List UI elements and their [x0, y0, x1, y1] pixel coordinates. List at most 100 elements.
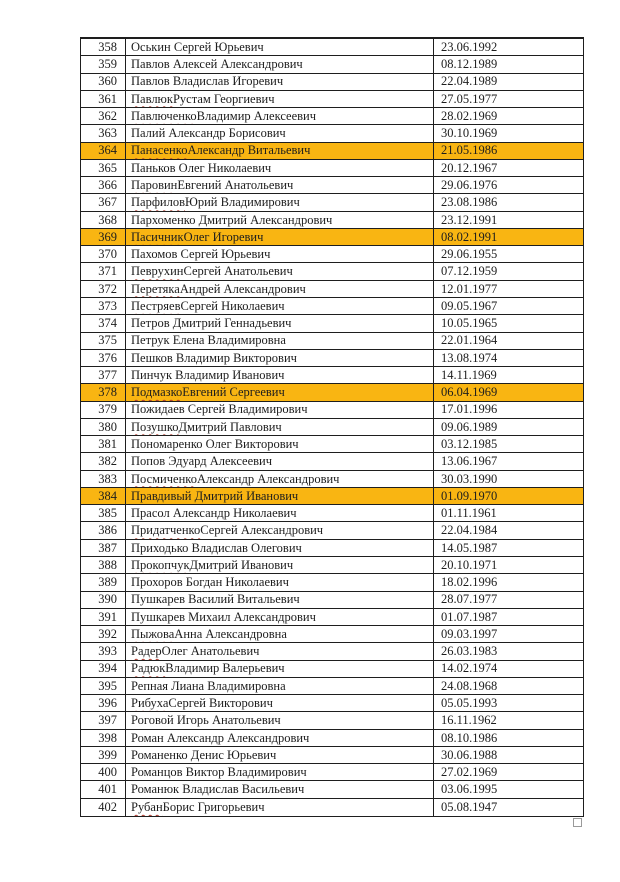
row-birth-date: 03.12.1985 [441, 436, 498, 451]
row-number: 360 [81, 73, 126, 90]
row-birth-date: 14.11.1969 [441, 367, 497, 382]
row-number: 371 [81, 263, 126, 280]
row-full-name: Романюк Владислав Васильевич [126, 781, 434, 798]
row-birth-date: 13.06.1967 [441, 454, 498, 469]
personnel-table: 358 Оськин Сергей Юрьевич 23.06.1992 359 Пав… [80, 37, 584, 817]
row-number: 388 [81, 556, 126, 574]
table-row: 402 Рубан Борис Григорьевич 05.08.1947 [81, 798, 583, 816]
table-row: 359 Павлов Алексей Александрович 08.12.198… [81, 56, 583, 74]
row-number: 369 [81, 228, 126, 246]
row-full-name: Паньков Олег Николаевич [126, 159, 434, 177]
row-number: 393 [81, 643, 126, 660]
table-row: 395 Репная Лиана Владимировна 24.08.1968 [81, 677, 583, 696]
misspelled-surname: Радер [131, 644, 162, 659]
row-full-name: Пестряев Сергей Николаевич [126, 297, 434, 315]
row-number: 364 [81, 142, 126, 159]
table-row: 389 Прохоров Богдан Николаевич 18.02.1996 [81, 574, 583, 592]
row-full-name: Роговой Игорь Анатольевич [126, 712, 434, 729]
row-birth-date: 01.11.1961 [441, 506, 497, 521]
row-birth-date: 30.06.1988 [441, 747, 498, 762]
table-row: 375 Петрук Елена Владимировна 22.01.1964 [81, 332, 583, 350]
row-birth-date: 10.05.1965 [441, 316, 498, 331]
row-number: 359 [81, 56, 126, 73]
row-birth-date: 01.09.1970 [434, 487, 583, 505]
row-birth-date: 22.01.1964 [441, 333, 498, 348]
table-row: 379 Пожидаев Сергей Владимирович 17.01.199… [81, 401, 583, 419]
row-birth-date: 23.12.1991 [441, 212, 498, 227]
misspelled-surname: Парфилов [131, 195, 186, 210]
row-birth-date: 09.05.1967 [441, 298, 498, 313]
row-birth-date: 05.05.1993 [441, 695, 498, 710]
misspelled-surname: Паровин [131, 178, 178, 192]
row-birth-date: 30.03.1990 [441, 471, 498, 486]
row-full-name: Пушкарев Михаил Александрович [126, 608, 434, 626]
row-number: 358 [81, 39, 126, 56]
row-full-name: Пасичник Олег Игоревич [126, 228, 434, 246]
misspelled-surname: Подмазко [131, 385, 183, 400]
row-number: 396 [81, 695, 126, 712]
table-row: 383 Посмиченко Александр Александрович 30.… [81, 470, 583, 488]
row-full-name: Пожидаев Сергей Владимирович [126, 401, 434, 418]
row-number: 382 [81, 453, 126, 470]
row-full-name: Прасол Александр Николаевич [126, 505, 434, 522]
table-row: 373 Пестряев Сергей Николаевич 09.05.1967 [81, 297, 583, 316]
row-full-name: Павлов Алексей Александрович [126, 56, 434, 73]
row-birth-date: 23.06.1992 [441, 39, 498, 54]
row-number: 384 [81, 487, 126, 505]
row-number: 394 [81, 660, 126, 677]
row-number: 367 [81, 194, 126, 211]
row-birth-date: 08.02.1991 [434, 228, 583, 246]
misspelled-surname: Рибуха [131, 695, 169, 710]
row-birth-date: 28.07.1977 [441, 592, 498, 607]
row-number: 387 [81, 539, 126, 556]
row-full-name: Пинчук Владимир Иванович [126, 367, 434, 384]
table-row: 400 Романцов Виктор Владимирович 27.02.196… [81, 764, 583, 782]
row-number: 376 [81, 349, 126, 367]
row-number: 401 [81, 781, 126, 798]
row-full-name: Оськин Сергей Юрьевич [126, 39, 434, 56]
row-full-name: Позушко Дмитрий Павлович [126, 418, 434, 436]
row-birth-date: 29.06.1976 [441, 178, 498, 192]
row-birth-date: 27.05.1977 [441, 91, 498, 106]
row-birth-date: 09.06.1989 [441, 419, 498, 434]
row-number: 373 [81, 297, 126, 315]
misspelled-surname: Павлюченко [131, 108, 197, 123]
table-row: 397 Роговой Игорь Анатольевич 16.11.1962 [81, 712, 583, 730]
row-birth-date: 05.08.1947 [441, 800, 498, 815]
misspelled-surname: Певрухин [131, 264, 184, 279]
table-row: 380 Позушко Дмитрий Павлович 09.06.1989 [81, 418, 583, 437]
row-birth-date: 18.02.1996 [441, 575, 498, 590]
row-number: 362 [81, 108, 126, 125]
row-number: 400 [81, 764, 126, 781]
row-number: 386 [81, 522, 126, 539]
table-row: 384 Правдивый Дмитрий Иванович 01.09.1970 [81, 487, 583, 506]
row-birth-date: 23.08.1986 [441, 195, 498, 210]
row-number: 361 [81, 90, 126, 108]
table-row: 366 Паровин Евгений Анатольевич 29.06.1976 [81, 177, 583, 195]
row-number: 392 [81, 626, 126, 643]
table-row: 361 Павлюк Рустам Георгиевич 27.05.1977 [81, 90, 583, 109]
row-number: 383 [81, 470, 126, 487]
row-full-name: Пархоменко Дмитрий Александрович [126, 211, 434, 228]
table-resize-handle[interactable] [573, 818, 582, 827]
row-number: 366 [81, 177, 126, 194]
row-birth-date: 03.06.1995 [441, 782, 498, 797]
row-birth-date: 08.10.1986 [441, 730, 498, 745]
misspelled-surname: Пестряев [131, 298, 181, 313]
row-number: 379 [81, 401, 126, 418]
table-row: 381 Пономаренко Олег Викторович 03.12.1985 [81, 436, 583, 454]
table-row: 396 Рибуха Сергей Викторович 05.05.1993 [81, 695, 583, 713]
table-row: 374 Петров Дмитрий Геннадьевич 10.05.1965 [81, 315, 583, 333]
table-row: 398 Роман Александр Александрович 08.10.19… [81, 729, 583, 747]
row-number: 378 [81, 384, 126, 401]
misspelled-surname: Посмиченко [131, 471, 197, 486]
row-birth-date: 21.05.1986 [434, 142, 583, 159]
misspelled-surname: Пасичник [131, 229, 184, 244]
row-number: 391 [81, 608, 126, 626]
row-birth-date: 08.12.1989 [441, 57, 498, 72]
table-row: 369 Пасичник Олег Игоревич 08.02.1991 [81, 228, 583, 247]
row-birth-date: 13.08.1974 [441, 350, 498, 365]
row-birth-date: 20.12.1967 [441, 160, 498, 175]
row-full-name: Приходько Владислав Олегович [126, 539, 434, 556]
table-row: 378 Подмазко Евгений Сергеевич 06.04.1969 [81, 384, 583, 402]
